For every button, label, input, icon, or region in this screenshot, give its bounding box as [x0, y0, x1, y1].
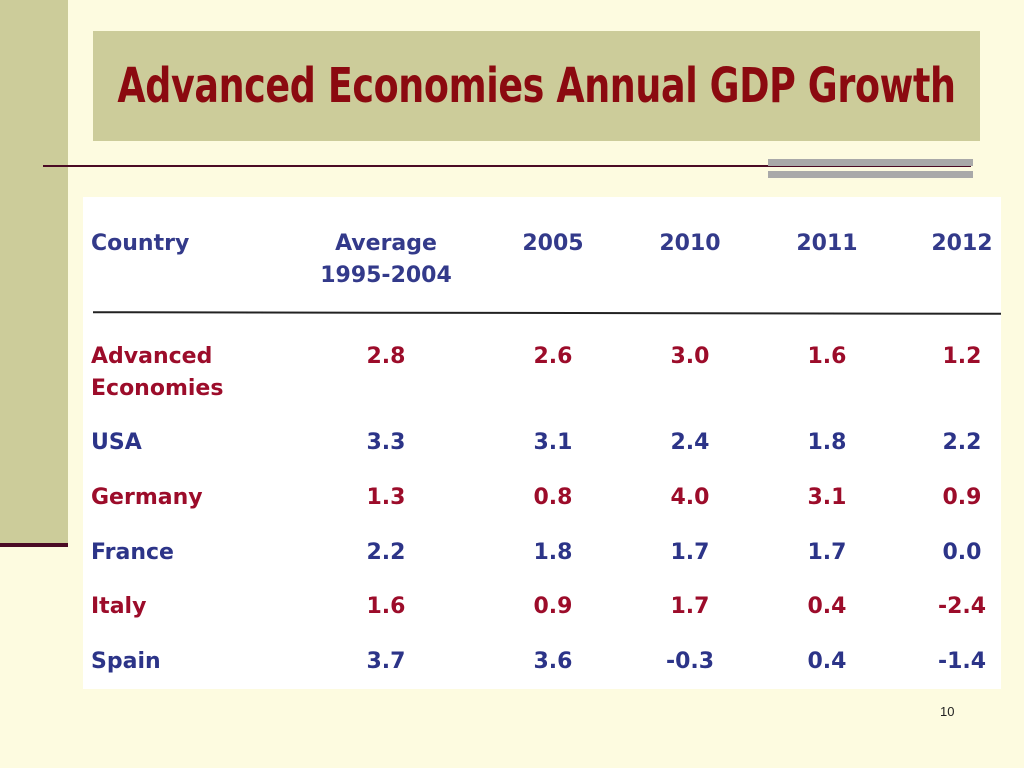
table-cell-value: 0.4 [807, 594, 847, 619]
table-cell-value: 3.1 [533, 430, 573, 455]
table-cell-value: 1.6 [807, 344, 847, 369]
header-2010: 2010 [659, 231, 721, 256]
table-cell-value: 1.8 [533, 540, 573, 565]
table-cell-value: 2.2 [366, 540, 406, 565]
left-accent-rule [0, 543, 68, 547]
table-row-country: Spain [91, 649, 161, 674]
table-cell-value: 2.8 [366, 344, 406, 369]
table-cell-value: 1.8 [807, 430, 847, 455]
table-cell-value: -0.3 [665, 649, 715, 674]
table-cell-value: 1.7 [807, 540, 847, 565]
table-cell-value: 2.4 [670, 430, 710, 455]
slide-title: Advanced Economies Annual GDP Growth [117, 58, 956, 114]
table-cell-value: 1.6 [366, 594, 406, 619]
table-cell-value: 3.7 [366, 649, 406, 674]
header-average: Average 1995-2004 [300, 228, 472, 292]
header-average-line1: Average [335, 231, 437, 256]
table-cell-value: 1.2 [942, 344, 982, 369]
header-2005: 2005 [522, 231, 584, 256]
header-2011: 2011 [796, 231, 858, 256]
table-cell-value: 0.0 [942, 540, 982, 565]
country-name-line2: Economies [91, 376, 224, 401]
table-row-country: Advanced Economies [91, 341, 223, 405]
table-cell-value: 0.9 [533, 594, 573, 619]
table-cell-value: -2.4 [937, 594, 987, 619]
decorative-gray-bar-bottom [768, 171, 973, 178]
table-cell-value: 4.0 [670, 485, 710, 510]
table-row-country: France [91, 540, 174, 565]
table-cell-value: 2.6 [533, 344, 573, 369]
header-average-line2: 1995-2004 [320, 263, 452, 288]
gdp-table-panel [83, 197, 1001, 689]
table-cell-value: 2.2 [942, 430, 982, 455]
table-cell-value: 1.7 [670, 540, 710, 565]
slide-page-number: 10 [940, 704, 955, 719]
table-row-country: USA [91, 430, 142, 455]
left-decorative-bar [0, 0, 68, 545]
header-2012: 2012 [931, 231, 993, 256]
table-cell-value: 0.9 [942, 485, 982, 510]
decorative-gray-bar-top [768, 159, 973, 166]
title-divider-line [43, 165, 971, 167]
table-cell-value: 3.6 [533, 649, 573, 674]
table-cell-value: 1.3 [366, 485, 406, 510]
table-cell-value: 1.7 [670, 594, 710, 619]
country-name-line1: Advanced [91, 344, 213, 369]
table-cell-value: 0.4 [807, 649, 847, 674]
header-country: Country [91, 231, 190, 256]
table-row-country: Germany [91, 485, 203, 510]
table-cell-value: 3.0 [670, 344, 710, 369]
table-row-country: Italy [91, 594, 147, 619]
table-cell-value: -1.4 [937, 649, 987, 674]
table-cell-value: 0.8 [533, 485, 573, 510]
title-banner: Advanced Economies Annual GDP Growth [93, 31, 980, 141]
table-cell-value: 3.3 [366, 430, 406, 455]
table-cell-value: 3.1 [807, 485, 847, 510]
